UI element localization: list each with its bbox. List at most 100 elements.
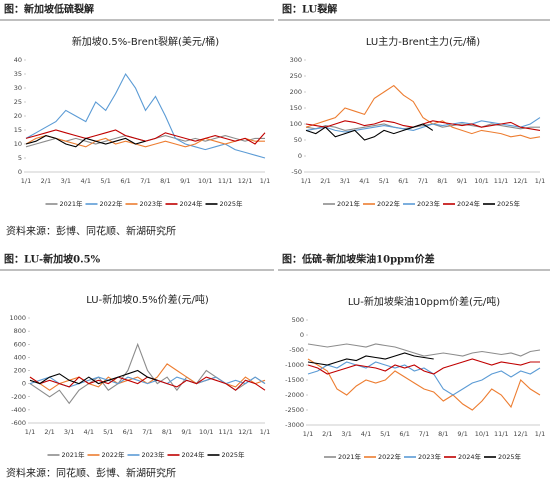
x-tick-label: 7/1 (140, 177, 150, 185)
legend-label: 2023年 (140, 199, 164, 208)
x-tick-label: 2/1 (322, 430, 332, 438)
x-tick-label: 4/1 (361, 430, 371, 438)
x-tick-label: 8/1 (437, 177, 447, 185)
series-line (29, 369, 158, 385)
series-line (25, 135, 146, 148)
legend-label: 2025年 (497, 199, 521, 208)
y-tick-label: 400 (14, 353, 26, 361)
series-line (307, 343, 541, 357)
series-line (305, 123, 540, 131)
y-tick-label: 100 (290, 120, 302, 128)
x-tick-label: 10/1 (474, 177, 489, 185)
x-tick-label: 12/1 (238, 177, 253, 185)
x-tick-label: 9/1 (457, 177, 467, 185)
legend-label: 2021年 (337, 199, 361, 208)
y-tick-label: 1000 (9, 314, 26, 322)
x-tick-label: 11/1 (494, 177, 509, 185)
x-tick-label: 1/1 (535, 430, 545, 438)
y-tick-label: 0 (18, 168, 22, 176)
legend-label: 2023年 (418, 452, 442, 461)
y-tick-label: 800 (14, 327, 26, 335)
series-line (29, 342, 266, 405)
y-tick-label: 200 (290, 88, 302, 96)
y-tick-label: -500 (289, 346, 304, 354)
x-tick-label: 7/1 (419, 430, 429, 438)
y-tick-label: 25 (14, 98, 22, 106)
y-tick-label: -50 (291, 168, 302, 176)
x-tick-label: 6/1 (399, 430, 409, 438)
x-tick-label: 8/1 (160, 177, 170, 185)
panel-title: 图：LU-新加坡0.5% (4, 253, 101, 266)
x-tick-label: 10/1 (198, 177, 213, 185)
x-tick-label: 9/1 (181, 428, 191, 436)
y-tick-label: -1000 (285, 361, 304, 369)
source-note: 资料来源：同花顺、彭博、新湖研究所 (6, 467, 176, 480)
y-tick-label: 20 (14, 112, 22, 120)
series-line (307, 358, 541, 411)
x-tick-label: 2/1 (41, 177, 51, 185)
y-tick-label: -200 (11, 393, 26, 401)
series-line (307, 361, 541, 396)
x-tick-label: 4/1 (84, 428, 94, 436)
x-tick-label: 1/1 (535, 177, 545, 185)
y-tick-label: 30 (14, 84, 22, 92)
x-tick-label: 6/1 (123, 428, 133, 436)
x-tick-label: 9/1 (457, 430, 467, 438)
x-tick-label: 11/1 (218, 177, 233, 185)
x-tick-label: 5/1 (100, 177, 110, 185)
y-tick-label: 50 (294, 136, 302, 144)
y-tick-label: 300 (290, 56, 302, 64)
legend-label: 2021年 (60, 199, 84, 208)
x-tick-label: 12/1 (238, 428, 253, 436)
y-tick-label: -400 (11, 406, 26, 414)
chart-title: LU主力-Brent主力(元/桶) (366, 35, 480, 48)
x-tick-label: 1/1 (21, 177, 31, 185)
legend-label: 2022年 (102, 450, 126, 459)
x-tick-label: 11/1 (494, 430, 509, 438)
legend-label: 2024年 (182, 450, 206, 459)
chart-title: 新加坡0.5%-Brent裂解(美元/桶) (72, 35, 219, 48)
y-tick-label: 40 (14, 56, 22, 64)
x-tick-label: 8/1 (162, 428, 172, 436)
x-tick-label: 1/1 (260, 177, 270, 185)
series-line (305, 117, 541, 133)
x-tick-label: 10/1 (475, 430, 490, 438)
panel-title: 图：新加坡低硫裂解 (4, 3, 94, 16)
panel-title: 图：LU裂解 (282, 3, 337, 16)
x-tick-label: 12/1 (513, 177, 528, 185)
x-tick-label: 6/1 (120, 177, 130, 185)
series-line (305, 84, 541, 139)
x-tick-label: 7/1 (418, 177, 428, 185)
source-note: 资料来源：彭博、同花顺、新湖研究所 (6, 225, 176, 238)
x-tick-label: 10/1 (199, 428, 214, 436)
legend-label: 2024年 (457, 199, 481, 208)
x-tick-label: 2/1 (320, 177, 330, 185)
y-tick-label: -2500 (285, 406, 304, 414)
x-tick-label: 3/1 (340, 177, 350, 185)
x-tick-label: 11/1 (219, 428, 234, 436)
series-line (25, 135, 265, 148)
y-tick-label: 0 (300, 331, 304, 339)
series-line (305, 123, 434, 141)
x-tick-label: 1/1 (25, 428, 35, 436)
legend-label: 2025年 (498, 452, 522, 461)
y-tick-label: 35 (14, 70, 22, 78)
x-tick-label: 5/1 (379, 177, 389, 185)
series-line (25, 72, 266, 159)
legend-label: 2022年 (100, 199, 124, 208)
legend-label: 2023年 (417, 199, 441, 208)
x-tick-label: 1/1 (301, 177, 311, 185)
legend-label: 2021年 (62, 450, 86, 459)
x-tick-label: 3/1 (341, 430, 351, 438)
legend-label: 2024年 (458, 452, 482, 461)
x-tick-label: 1/1 (260, 428, 270, 436)
x-tick-label: 8/1 (438, 430, 448, 438)
y-tick-label: 0 (298, 152, 302, 160)
y-tick-label: 0 (22, 380, 26, 388)
x-tick-label: 2/1 (44, 428, 54, 436)
x-tick-label: 5/1 (380, 430, 390, 438)
x-tick-label: 4/1 (81, 177, 91, 185)
series-line (307, 358, 540, 375)
x-tick-label: 9/1 (180, 177, 190, 185)
